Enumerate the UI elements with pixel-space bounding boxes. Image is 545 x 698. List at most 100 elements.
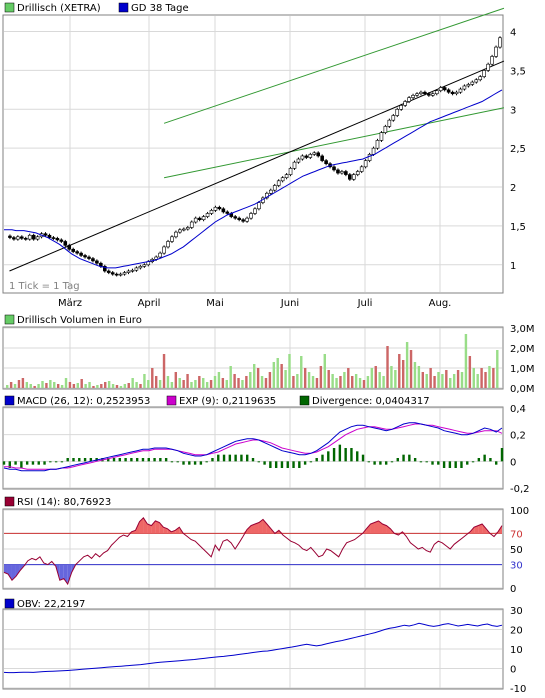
candle-body [434,90,439,95]
macd-legend-label-1: MACD (26, 12): 0,2523953 [17,396,150,407]
candle-body [95,260,99,264]
volume-panel: Drillisch Volumen in Euro 0,0M 1,0M 2,0M 3,… [2,314,535,395]
candle-body [399,105,404,110]
candle-body [209,210,214,214]
rsi-tick-4: 100 [510,506,529,517]
candle-body [391,115,396,121]
trend-lower-outer-line [163,107,505,179]
rsi-oversold-fill [4,564,8,574]
divergence-bar [130,458,133,462]
volume-bar [213,376,217,388]
volume-bar [362,380,366,388]
volume-bar [343,372,346,388]
divergence-bar [2,461,6,465]
candle-body [494,46,498,57]
divergence-bar [483,454,486,462]
volume-tick-2: 2,0M [510,344,535,355]
candle-body [245,217,249,222]
rsi-overbought-fill [482,524,487,534]
divergence-bar [466,461,469,465]
candle-body [197,217,202,220]
divergence-bar [78,458,81,462]
divergence-bar [321,454,324,462]
candle-body [75,251,79,254]
divergence-bar [402,454,405,462]
candle-body [431,93,435,96]
candle-body [359,166,364,172]
volume-bar [221,378,225,388]
candle-body [63,241,68,246]
divergence-bar [350,448,353,462]
divergence-bar [182,461,185,465]
candle-body [103,266,107,272]
obv-tick-2: 10 [510,645,523,656]
divergence-bar [280,461,284,468]
candle-body [375,140,380,149]
volume-bar [335,378,338,388]
candle-body [213,206,218,211]
candle-body [304,155,309,158]
divergence-bar [8,461,11,468]
rsi-oversold-fill [59,564,64,581]
trend-upper-line [163,7,505,124]
divergence-bar [211,458,214,462]
divergence-bar [500,448,504,462]
volume-bar [21,378,25,388]
candle-body [379,132,384,141]
macd-legend-label-2: EXP (9): 0,2119635 [179,396,276,407]
divergence-bar [83,458,87,462]
candle-body [178,229,182,233]
volume-bar [100,384,103,388]
candle-body [324,160,328,165]
volume-bar [488,366,491,388]
divergence-bar [205,461,208,463]
divergence-bar [413,458,417,462]
candle-body [276,180,281,186]
rsi-legend-label: RSI (14): 80,76923 [17,497,111,508]
volume-bar [170,382,174,388]
volume-bar [13,384,17,388]
volume-bar [143,374,146,388]
volume-bar [464,334,468,388]
volume-y-axis: 0,0M 1,0M 2,0M 3,0M [510,324,535,395]
volume-bar [378,372,381,388]
divergence-bar [89,458,93,462]
rsi-overbought-fill [258,519,263,534]
volume-bar [288,354,291,388]
volume-bar [33,386,36,388]
divergence-bar [309,461,313,463]
candle-body [332,166,336,171]
divergence-bar [379,461,382,465]
candle-body [205,213,210,217]
price-tick-1: 1,5 [510,222,526,233]
candle-body [348,174,352,180]
candle-body [427,93,431,96]
divergence-bar [298,461,301,468]
obv-legend-swatch [4,598,15,609]
volume-bar [492,368,495,388]
volume-bar [6,385,9,388]
volume-bar [53,382,56,388]
divergence-bar [460,461,463,468]
divergence-bar [72,458,75,462]
divergence-bar [315,458,318,462]
divergence-bar [373,461,376,465]
price-panel: Drillisch (XETRA) GD 38 Tage 1 1,5 2 2,5 3 3,… [2,2,526,309]
volume-bar [272,362,276,388]
volume-bar [315,378,319,388]
price-tick-0: 1 [510,261,516,272]
divergence-bar [448,461,452,468]
volume-bar [374,366,377,388]
volume-bar [421,372,425,388]
divergence-bar [396,458,399,462]
candle-body [55,238,60,241]
candle-body [316,152,321,157]
volume-bar [119,386,123,388]
volume-bar [209,380,213,388]
volume-bar [17,380,21,388]
candle-body [8,235,12,238]
candle-body [312,152,317,155]
volume-bar [104,382,107,388]
candle-body [193,217,198,223]
